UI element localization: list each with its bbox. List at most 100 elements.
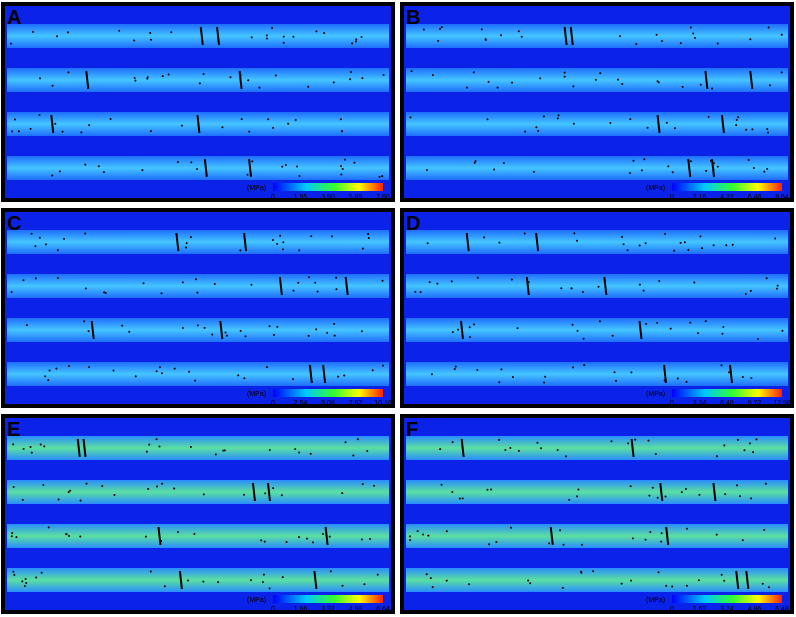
- particle: [163, 585, 166, 588]
- particle: [85, 482, 88, 485]
- particle: [47, 526, 50, 529]
- particle: [642, 289, 645, 292]
- particle: [360, 330, 363, 333]
- particle: [360, 36, 363, 39]
- particle: [643, 158, 646, 161]
- particle: [698, 493, 701, 496]
- particle: [673, 249, 676, 252]
- particle: [176, 530, 179, 533]
- particle: [329, 570, 332, 573]
- panel-label: B: [406, 7, 420, 29]
- particle: [781, 329, 784, 332]
- stripe: [7, 362, 389, 386]
- crack: [90, 320, 95, 340]
- particle: [194, 379, 197, 382]
- particle: [766, 131, 769, 134]
- panel-label: E: [7, 419, 20, 441]
- particle: [664, 495, 667, 498]
- particle: [243, 377, 246, 380]
- particle: [84, 163, 87, 166]
- particle: [24, 578, 27, 581]
- particle: [687, 248, 690, 251]
- colorbar-tick-label: 4.86: [748, 606, 762, 613]
- stripe: [406, 480, 788, 504]
- particle: [576, 239, 579, 242]
- particle: [425, 573, 428, 576]
- particle: [67, 364, 70, 367]
- crack: [324, 526, 329, 546]
- particle: [699, 235, 702, 238]
- particle: [145, 450, 148, 453]
- particle: [426, 242, 429, 245]
- particle: [673, 127, 676, 130]
- particle: [517, 449, 520, 452]
- particle: [561, 586, 564, 589]
- particle: [198, 82, 201, 85]
- particle: [298, 451, 301, 454]
- particle: [272, 126, 275, 129]
- colorbar-tick-label: 0: [271, 400, 275, 407]
- particle: [451, 441, 454, 444]
- particle: [693, 281, 696, 284]
- particle: [634, 438, 637, 441]
- stripe: [7, 318, 389, 342]
- particle: [599, 72, 602, 75]
- particle: [654, 453, 657, 456]
- particle: [723, 444, 726, 447]
- particle: [745, 128, 748, 131]
- particle: [468, 583, 471, 586]
- particle: [333, 322, 336, 325]
- particle: [705, 169, 708, 172]
- colorbar-unit: (MPa): [646, 391, 665, 398]
- particle: [84, 232, 87, 235]
- colorbar-tick-label: 7.80: [376, 194, 390, 201]
- stripe: [7, 68, 389, 92]
- particle: [556, 117, 559, 120]
- particle: [112, 369, 115, 372]
- particle: [490, 488, 493, 491]
- particle: [532, 170, 535, 173]
- crack: [344, 276, 349, 296]
- particle: [665, 121, 668, 124]
- particle: [149, 130, 152, 133]
- particle: [381, 279, 384, 282]
- colorbar-tick-label: 6.48: [748, 194, 762, 201]
- crack: [203, 158, 208, 178]
- particle: [23, 585, 26, 588]
- particle: [239, 329, 242, 332]
- particle: [741, 539, 744, 542]
- particle: [42, 483, 45, 486]
- particle: [701, 247, 704, 250]
- particle: [298, 249, 301, 252]
- particle: [189, 236, 192, 239]
- crack: [251, 482, 256, 502]
- stripe: [406, 318, 788, 342]
- particle: [276, 242, 279, 245]
- particle: [30, 232, 33, 235]
- particle: [723, 579, 726, 582]
- particle: [735, 124, 738, 127]
- particle: [609, 121, 612, 124]
- particle: [314, 281, 317, 284]
- particle: [276, 325, 279, 328]
- colorbar-tick-label: 8.64: [775, 194, 789, 201]
- particle: [414, 290, 417, 293]
- particle: [265, 366, 268, 369]
- particle: [422, 533, 425, 536]
- colorbar-tick-label: 2.54: [294, 400, 308, 407]
- particle: [88, 124, 91, 127]
- particle: [266, 37, 269, 40]
- particle: [118, 29, 121, 32]
- particle: [340, 173, 343, 176]
- particle: [630, 371, 633, 374]
- particle: [764, 482, 767, 485]
- particle: [439, 448, 442, 451]
- particle: [474, 160, 477, 163]
- crack: [85, 70, 90, 90]
- particle: [744, 293, 747, 296]
- particle: [181, 281, 184, 284]
- particle: [47, 379, 50, 382]
- panel: E (MPa) 0 1.66 3.32 4.98 6.64: [1, 414, 395, 614]
- particle: [361, 483, 364, 486]
- particle: [580, 543, 583, 546]
